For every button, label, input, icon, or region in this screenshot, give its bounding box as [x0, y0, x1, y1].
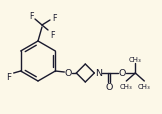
- Text: F: F: [6, 72, 11, 81]
- Text: N: N: [95, 69, 102, 78]
- Text: F: F: [29, 11, 33, 20]
- Text: O: O: [65, 69, 72, 78]
- Text: CH₃: CH₃: [120, 83, 133, 89]
- Text: CH₃: CH₃: [129, 57, 142, 62]
- Text: F: F: [50, 30, 54, 39]
- Text: O: O: [119, 69, 126, 78]
- Text: CH₃: CH₃: [138, 83, 151, 89]
- Text: F: F: [52, 13, 56, 22]
- Text: O: O: [106, 83, 113, 92]
